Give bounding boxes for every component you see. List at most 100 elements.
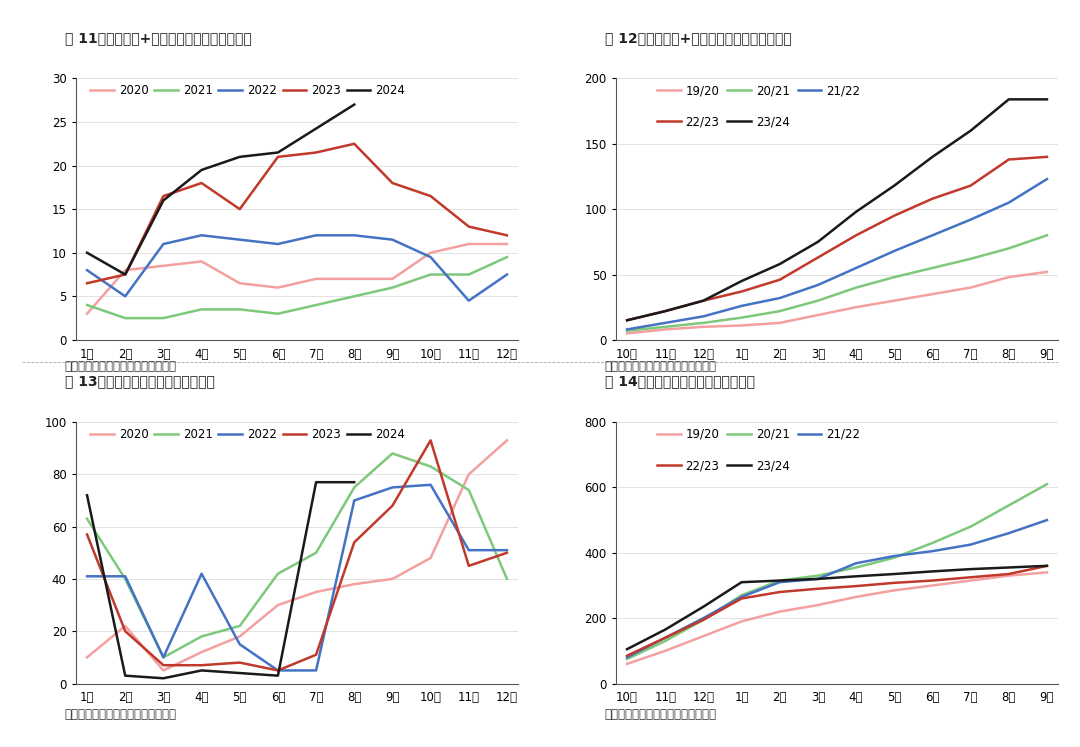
- 2022: [462, 545, 475, 554]
- Line: 20/21: 20/21: [627, 235, 1047, 331]
- 2020: [500, 436, 513, 444]
- 2022: [233, 235, 246, 244]
- Text: 数据来源：海关、五矿期货研究中心: 数据来源：海关、五矿期货研究中心: [65, 708, 177, 721]
- 23/24: [621, 645, 634, 654]
- 20/21: [811, 296, 824, 305]
- 21/22: [773, 294, 786, 303]
- 23/24: [659, 306, 672, 315]
- 19/20: [697, 632, 710, 641]
- 2022: [500, 270, 513, 279]
- 23/24: [697, 296, 710, 305]
- 2021: [157, 314, 170, 323]
- Line: 20/21: 20/21: [627, 484, 1047, 659]
- 21/22: [964, 540, 977, 549]
- 2021: [233, 622, 246, 630]
- 22/23: [773, 587, 786, 596]
- Legend: 22/23, 23/24: 22/23, 23/24: [657, 459, 789, 472]
- 2023: [424, 191, 437, 200]
- 2020: [119, 622, 132, 630]
- Line: 19/20: 19/20: [627, 572, 1047, 664]
- 21/22: [1002, 529, 1015, 538]
- 2022: [386, 235, 399, 244]
- 2023: [195, 179, 208, 187]
- 2020: [424, 248, 437, 257]
- 22/23: [659, 306, 672, 315]
- 19/20: [964, 576, 977, 585]
- 2023: [462, 562, 475, 571]
- 22/23: [735, 287, 748, 296]
- 22/23: [964, 573, 977, 582]
- 20/21: [926, 539, 939, 548]
- 19/20: [735, 617, 748, 626]
- 21/22: [888, 247, 901, 255]
- 2021: [195, 632, 208, 641]
- 19/20: [850, 592, 863, 601]
- 23/24: [850, 572, 863, 581]
- 2021: [81, 514, 94, 523]
- 23/24: [1040, 95, 1053, 104]
- 20/21: [621, 326, 634, 335]
- 21/22: [621, 653, 634, 662]
- 22/23: [888, 211, 901, 220]
- 22/23: [621, 651, 634, 660]
- 2024: [348, 100, 361, 109]
- 2021: [462, 486, 475, 495]
- 2023: [157, 191, 170, 200]
- 2024: [233, 152, 246, 161]
- 2024: [157, 196, 170, 205]
- 22/23: [1002, 569, 1015, 578]
- 2024: [271, 671, 284, 680]
- 2020: [271, 283, 284, 292]
- Line: 2024: 2024: [87, 105, 354, 275]
- 22/23: [926, 576, 939, 585]
- 2021: [119, 314, 132, 323]
- 19/20: [773, 318, 786, 327]
- 20/21: [850, 563, 863, 572]
- 22/23: [659, 633, 672, 642]
- 19/20: [926, 581, 939, 590]
- 21/22: [735, 592, 748, 601]
- 2020: [310, 587, 323, 596]
- 2023: [462, 222, 475, 231]
- 20/21: [621, 654, 634, 663]
- 2020: [157, 261, 170, 270]
- 2021: [386, 283, 399, 292]
- 2022: [233, 639, 246, 648]
- 2024: [195, 666, 208, 675]
- 2023: [119, 270, 132, 279]
- Line: 21/22: 21/22: [627, 520, 1047, 657]
- Line: 22/23: 22/23: [627, 157, 1047, 320]
- 20/21: [659, 636, 672, 645]
- 2022: [348, 496, 361, 505]
- 2022: [119, 572, 132, 581]
- 23/24: [1002, 95, 1015, 104]
- 2023: [157, 660, 170, 669]
- 23/24: [850, 207, 863, 217]
- 22/23: [964, 182, 977, 190]
- 2023: [310, 650, 323, 660]
- 23/24: [735, 276, 748, 285]
- 20/21: [964, 254, 977, 264]
- 2024: [119, 671, 132, 680]
- Line: 22/23: 22/23: [627, 566, 1047, 656]
- 23/24: [964, 126, 977, 135]
- 2024: [157, 674, 170, 683]
- 2023: [424, 436, 437, 444]
- 2022: [310, 231, 323, 240]
- 23/24: [1040, 562, 1053, 571]
- 23/24: [888, 182, 901, 190]
- 2021: [310, 548, 323, 557]
- 2023: [348, 139, 361, 148]
- 21/22: [773, 577, 786, 586]
- 2023: [81, 530, 94, 539]
- 20/21: [697, 616, 710, 624]
- Line: 2020: 2020: [87, 440, 507, 671]
- 21/22: [659, 633, 672, 642]
- 2021: [348, 292, 361, 301]
- 20/21: [1040, 480, 1053, 489]
- Text: 图 11：我国糖浆+预拌粉月度进口量（万吨）: 图 11：我国糖浆+预拌粉月度进口量（万吨）: [65, 31, 252, 45]
- 19/20: [735, 321, 748, 330]
- 2021: [271, 569, 284, 578]
- 2022: [386, 483, 399, 492]
- 2020: [157, 666, 170, 675]
